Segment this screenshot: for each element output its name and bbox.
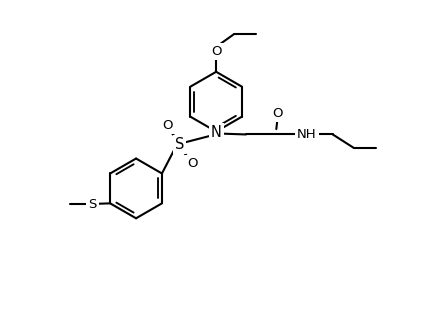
Text: O: O [272, 107, 283, 120]
Text: S: S [175, 137, 184, 152]
Text: N: N [211, 125, 222, 140]
Text: O: O [211, 45, 221, 58]
Text: S: S [89, 198, 97, 211]
Text: O: O [162, 119, 173, 132]
Text: NH: NH [297, 128, 317, 141]
Text: O: O [187, 157, 197, 170]
